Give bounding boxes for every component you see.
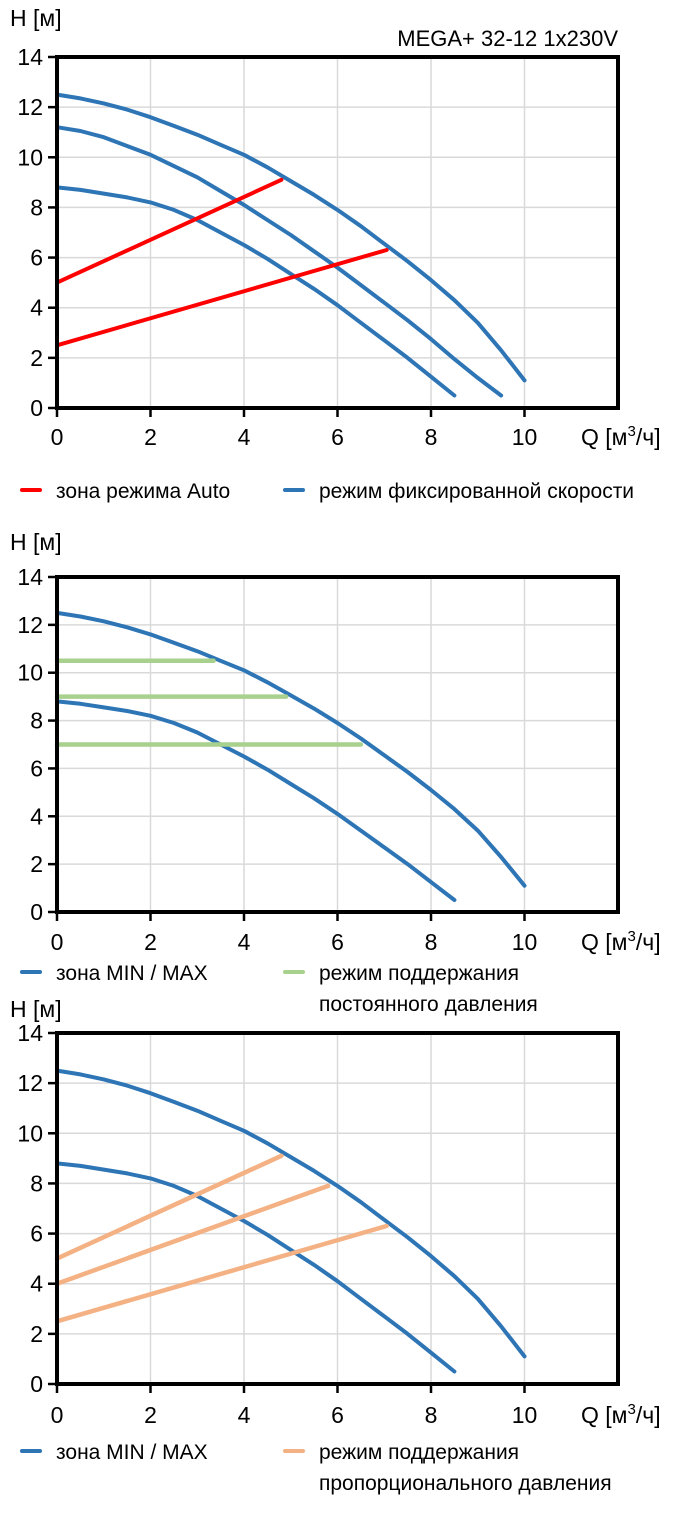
min-curve — [55, 699, 457, 902]
y-tick-label: 14 — [17, 564, 43, 590]
legend-item-proportional-pressure-mode: режим поддержания пропорционального давл… — [283, 1437, 612, 1499]
x-tick-label: 4 — [238, 424, 251, 450]
proportional-pressure-middle-line — [54, 1183, 331, 1286]
y-tick-label: 4 — [30, 295, 43, 321]
x-tick-label: 0 — [51, 424, 64, 450]
legend-label: зона режима Auto — [56, 480, 231, 503]
y-tick-label: 10 — [17, 1120, 43, 1146]
x-axis-title: Q [м3/ч] — [581, 928, 661, 955]
x-tick-label: 2 — [144, 424, 157, 450]
chart-auto-mode: 0 2 4 6 8 10 12 14 0 2 4 6 8 10 H [м] MEGA+ 32-12 1x230… — [10, 5, 661, 450]
y-axis-title: H [м] — [10, 529, 62, 555]
max-curve — [55, 610, 527, 888]
x-tick-label: 10 — [512, 424, 538, 450]
x-tick-label: 10 — [512, 1402, 538, 1428]
fixed-speed-max-curve — [55, 92, 527, 383]
y-tick-label: 10 — [17, 144, 43, 170]
x-tick-label: 8 — [425, 1402, 438, 1428]
x-tick-label: 6 — [331, 424, 344, 450]
legend-item-constant-pressure-mode: режим поддержания постоянного давления — [283, 958, 538, 1020]
legend-auto-mode: зона режима Auto режим фиксированной ско… — [0, 476, 694, 510]
min-max-zone-swatch-icon — [20, 970, 42, 974]
y-tick-label: 0 — [30, 899, 43, 925]
y-tick-label: 14 — [17, 1020, 43, 1046]
legend-item-auto-zone: зона режима Auto — [20, 476, 230, 507]
legend-proportional-pressure: зона MIN / MAX режим поддержания пропорц… — [0, 1437, 694, 1501]
proportional-pressure-swatch-icon — [283, 1449, 305, 1453]
fixed-speed-nominal-curve — [55, 125, 504, 398]
auto-zone-lower-line — [55, 248, 389, 348]
chart-proportional-pressure: 0 2 4 6 8 10 12 14 0 2 4 6 8 10 H [м] Q [м3/ч] — [10, 996, 661, 1428]
y-tick-label: 4 — [30, 1271, 43, 1297]
y-tick-label: 0 — [30, 1371, 43, 1397]
x-axis-title: Q [м3/ч] — [581, 1401, 661, 1428]
x-tick-label: 8 — [425, 929, 438, 955]
y-tick-label: 8 — [30, 708, 43, 734]
y-tick-label: 0 — [30, 395, 43, 421]
y-tick-label: 14 — [17, 44, 43, 70]
y-tick-label: 4 — [30, 803, 43, 829]
proportional-pressure-lower-line — [54, 1223, 389, 1324]
y-tick-label: 2 — [30, 345, 43, 371]
y-tick-label: 6 — [30, 755, 43, 781]
legend-label: режим фиксированной скорости — [319, 480, 635, 503]
x-axis-title: Q [м3/ч] — [581, 423, 661, 450]
y-tick-label: 10 — [17, 660, 43, 686]
legend-label: режим поддержания пропорционального давл… — [319, 1441, 612, 1495]
legend-item-min-max-zone: зона MIN / MAX — [20, 958, 208, 989]
legend-label: зона MIN / MAX — [56, 1441, 208, 1464]
x-tick-label: 4 — [238, 929, 251, 955]
x-tick-label: 0 — [51, 1402, 64, 1428]
proportional-pressure-upper-line — [54, 1153, 284, 1261]
x-tick-label: 4 — [238, 1402, 251, 1428]
legend-item-fixed-speed: режим фиксированной скорости — [283, 476, 634, 507]
y-tick-label: 2 — [30, 851, 43, 877]
y-tick-label: 12 — [17, 612, 43, 638]
auto-zone-swatch-icon — [20, 488, 42, 492]
y-axis-title: H [м] — [10, 5, 62, 31]
fixed-speed-swatch-icon — [283, 488, 305, 492]
y-tick-label: 6 — [30, 245, 43, 271]
y-tick-label: 2 — [30, 1321, 43, 1347]
x-tick-label: 6 — [331, 929, 344, 955]
chart-title: MEGA+ 32-12 1x230V — [397, 26, 618, 51]
x-tick-label: 10 — [512, 929, 538, 955]
legend-label: режим поддержания постоянного давления — [319, 962, 538, 1016]
max-curve — [55, 1068, 527, 1359]
y-tick-label: 12 — [17, 1070, 43, 1096]
constant-pressure-swatch-icon — [283, 970, 305, 974]
x-tick-label: 0 — [51, 929, 64, 955]
fixed-speed-min-curve — [55, 185, 457, 398]
x-tick-label: 6 — [331, 1402, 344, 1428]
min-curve — [55, 1161, 457, 1374]
y-tick-label: 12 — [17, 94, 43, 120]
legend-constant-pressure: зона MIN / MAX режим поддержания постоян… — [0, 958, 694, 1022]
y-tick-label: 6 — [30, 1221, 43, 1247]
y-tick-label: 8 — [30, 194, 43, 220]
legend-label: зона MIN / MAX — [56, 962, 208, 985]
auto-zone-upper-line — [55, 177, 284, 285]
x-tick-label: 8 — [425, 424, 438, 450]
y-tick-label: 8 — [30, 1170, 43, 1196]
x-tick-label: 2 — [144, 929, 157, 955]
legend-item-min-max-zone: зона MIN / MAX — [20, 1437, 208, 1468]
min-max-zone-swatch-icon — [20, 1449, 42, 1453]
x-tick-label: 2 — [144, 1402, 157, 1428]
y-axis-title: H [м] — [10, 996, 62, 1022]
chart-constant-pressure: 0 2 4 6 8 10 12 14 0 2 4 6 8 10 H [м] Q [м3/ч] — [10, 529, 661, 955]
